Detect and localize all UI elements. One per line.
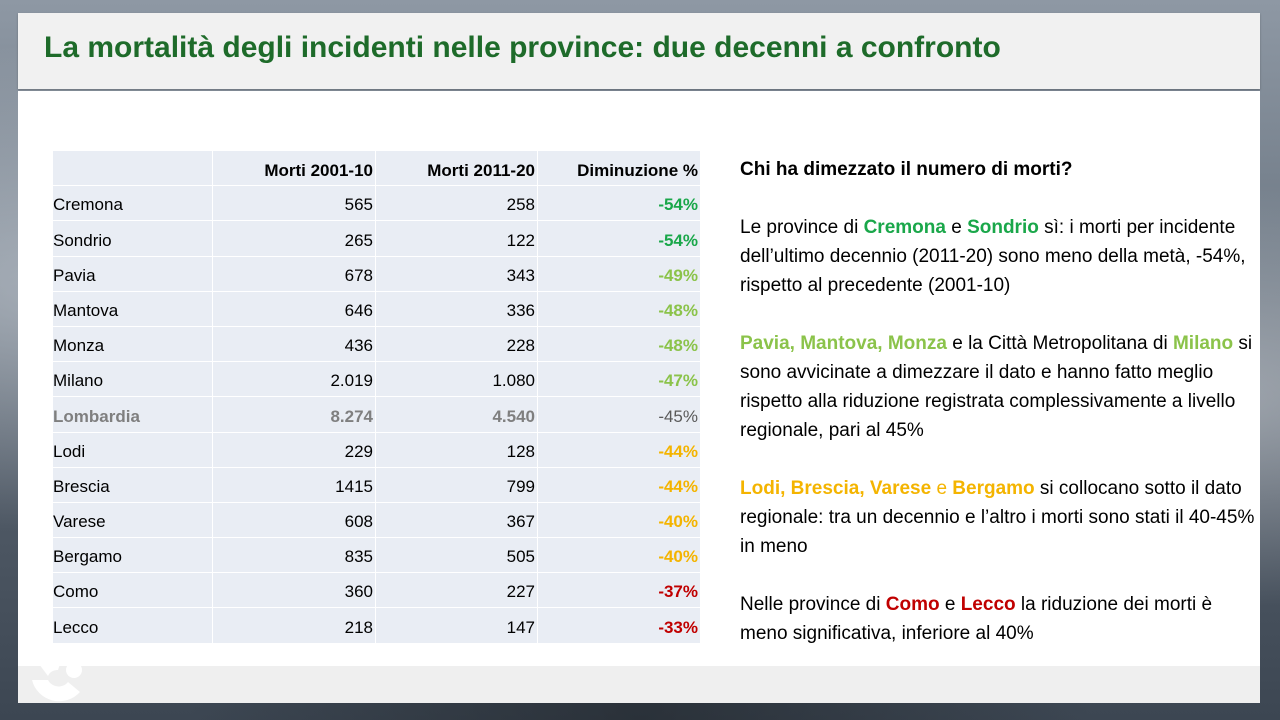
row-name: Lombardia	[52, 396, 213, 433]
row-name: Sondrio	[52, 220, 213, 257]
row-morti-2011-20: 147	[375, 607, 538, 644]
row-morti-2011-20: 343	[375, 255, 538, 292]
row-diminuzione: -44%	[537, 431, 701, 468]
row-morti-2001-10: 436	[212, 325, 376, 363]
text-span: e la Città Metropolitana di	[946, 333, 1173, 354]
row-diminuzione: -33%	[537, 607, 701, 644]
highlight-bergamo: Bergamo	[952, 478, 1035, 499]
row-diminuzione: -54%	[537, 220, 701, 257]
row-diminuzione: -40%	[537, 501, 701, 539]
text-span: e	[939, 594, 961, 615]
text-span: sì: i morti per incidente dell’ultimo de…	[740, 217, 1246, 296]
row-diminuzione: -45%	[537, 396, 701, 433]
row-morti-2011-20: 227	[375, 572, 538, 609]
table-row: Bergamo 835 505 -40%	[52, 537, 701, 574]
table-header-row: Morti 2001-10 Morti 2011-20 Diminuzione …	[52, 149, 701, 187]
row-name: Pavia	[52, 255, 213, 292]
highlight-sondrio: Sondrio	[967, 217, 1039, 238]
row-morti-2001-10: 835	[212, 537, 376, 574]
row-diminuzione: -40%	[537, 537, 701, 574]
header-diminuzione: Diminuzione %	[537, 149, 701, 187]
row-morti-2001-10: 646	[212, 290, 376, 327]
table-row: Pavia 678 343 -49%	[52, 255, 701, 292]
row-name: Como	[52, 572, 213, 609]
row-morti-2011-20: 367	[375, 501, 538, 539]
logo-icon	[32, 634, 86, 702]
text-span: Le province di	[740, 217, 864, 238]
row-morti-2001-10: 218	[212, 607, 376, 644]
highlight-como: Como	[885, 594, 940, 615]
row-morti-2001-10: 608	[212, 501, 376, 539]
row-name: Brescia	[52, 466, 213, 503]
table-row: Brescia 1415 799 -44%	[52, 466, 701, 503]
slide-title: La mortalità degli incidenti nelle provi…	[44, 31, 1001, 64]
row-morti-2011-20: 228	[375, 325, 538, 363]
row-morti-2001-10: 360	[212, 572, 376, 609]
row-name: Mantova	[52, 290, 213, 327]
table-row: Mantova 646 336 -48%	[52, 290, 701, 327]
row-name: Bergamo	[52, 537, 213, 574]
row-name: Lodi	[52, 431, 213, 468]
row-diminuzione: -47%	[537, 361, 701, 398]
row-morti-2001-10: 1415	[212, 466, 376, 503]
row-morti-2001-10: 678	[212, 255, 376, 292]
footer-bar	[18, 666, 1260, 703]
row-morti-2001-10: 265	[212, 220, 376, 257]
row-diminuzione: -48%	[537, 325, 701, 363]
highlight-pavia-mantova-monza: Pavia, Mantova, Monza	[740, 333, 947, 354]
table-row-region: Lombardia 8.274 4.540 -45%	[52, 396, 701, 433]
header-morti-2001-10: Morti 2001-10	[212, 149, 376, 187]
row-diminuzione: -37%	[537, 572, 701, 609]
highlight-lodi-brescia-varese: Lodi, Brescia, Varese	[740, 478, 932, 499]
table-row: Monza 436 228 -48%	[52, 325, 701, 363]
row-morti-2001-10: 565	[212, 185, 376, 222]
paragraph-below-region: Lodi, Brescia, Varese e Bergamo si collo…	[740, 474, 1260, 561]
text-span: si sono avvicinate a dimezzare il dato e…	[740, 333, 1253, 441]
row-diminuzione: -54%	[537, 185, 701, 222]
paragraph-near-half: Pavia, Mantova, Monza e la Città Metropo…	[740, 329, 1260, 445]
highlight-cremona: Cremona	[863, 217, 946, 238]
text-span: e	[931, 478, 953, 499]
header-blank	[52, 149, 213, 187]
text-span: e	[945, 217, 968, 238]
row-morti-2001-10: 2.019	[212, 361, 376, 398]
row-name: Cremona	[52, 185, 213, 222]
row-morti-2011-20: 505	[375, 537, 538, 574]
row-diminuzione: -44%	[537, 466, 701, 503]
table-row: Milano 2.019 1.080 -47%	[52, 361, 701, 398]
row-morti-2011-20: 128	[375, 431, 538, 468]
table-row: Lecco 218 147 -33%	[52, 607, 701, 644]
title-bar: La mortalità degli incidenti nelle provi…	[18, 13, 1260, 89]
text-span: si collocano sotto il dato regionale: tr…	[740, 478, 1255, 557]
commentary-panel: Chi ha dimezzato il numero di morti? Le …	[740, 155, 1260, 677]
table-row: Sondrio 265 122 -54%	[52, 220, 701, 257]
row-name: Lecco	[52, 607, 213, 644]
row-name: Monza	[52, 325, 213, 363]
table-row: Cremona 565 258 -54%	[52, 185, 701, 222]
table-row: Varese 608 367 -40%	[52, 501, 701, 539]
table-row: Lodi 229 128 -44%	[52, 431, 701, 468]
row-morti-2001-10: 229	[212, 431, 376, 468]
highlight-milano: Milano	[1172, 333, 1234, 354]
paragraph-least: Nelle province di Como e Lecco la riduzi…	[740, 590, 1260, 648]
row-morti-2011-20: 258	[375, 185, 538, 222]
row-morti-2011-20: 336	[375, 290, 538, 327]
header-morti-2011-20: Morti 2011-20	[375, 149, 538, 187]
row-morti-2001-10: 8.274	[212, 396, 376, 433]
row-name: Milano	[52, 361, 213, 398]
highlight-lecco: Lecco	[960, 594, 1016, 615]
table-row: Como 360 227 -37%	[52, 572, 701, 609]
paragraph-halved: Le province di Cremona e Sondrio sì: i m…	[740, 213, 1260, 300]
question-heading: Chi ha dimezzato il numero di morti?	[740, 159, 1073, 180]
row-morti-2011-20: 799	[375, 466, 538, 503]
row-diminuzione: -49%	[537, 255, 701, 292]
text-span: la riduzione dei morti è meno significat…	[740, 594, 1213, 644]
row-diminuzione: -48%	[537, 290, 701, 327]
row-morti-2011-20: 4.540	[375, 396, 538, 433]
text-span: Nelle province di	[740, 594, 886, 615]
row-morti-2011-20: 1.080	[375, 361, 538, 398]
mortality-table: Morti 2001-10 Morti 2011-20 Diminuzione …	[52, 149, 701, 644]
row-morti-2011-20: 122	[375, 220, 538, 257]
row-name: Varese	[52, 501, 213, 539]
